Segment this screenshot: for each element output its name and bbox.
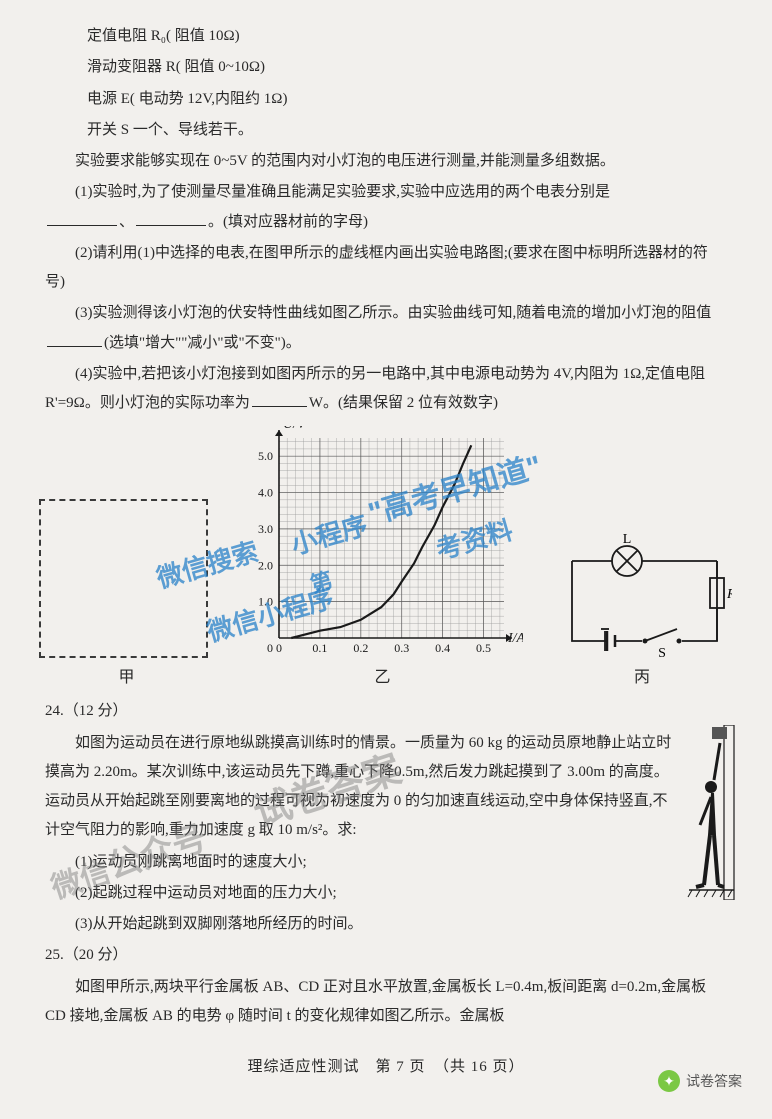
fig-bing-label: 丙 (634, 662, 650, 693)
q4: (4)实验中,若把该小灯泡接到如图丙所示的另一电路中,其中电源电动势为 4V,内… (45, 360, 727, 419)
blank-q3[interactable] (47, 331, 102, 347)
wechat-icon: ✦ (658, 1070, 680, 1092)
svg-text:4.0: 4.0 (258, 486, 273, 500)
q24-p1: 如图为运动员在进行原地纵跳摸高训练时的情景。一质量为 60 kg 的运动员原地静… (45, 729, 672, 846)
svg-text:1.0: 1.0 (258, 595, 273, 609)
svg-text:0.1: 0.1 (312, 641, 327, 655)
option-H: 开关 S 一个、导线若干。 (45, 116, 727, 145)
fig-jia-box[interactable] (39, 499, 208, 658)
blank-q1b[interactable] (136, 210, 206, 226)
page-footer: 理综适应性测试 第 7 页 （共 16 页） (45, 1053, 727, 1082)
svg-text:0: 0 (276, 641, 282, 655)
svg-text:3.0: 3.0 (258, 522, 273, 536)
svg-text:5.0: 5.0 (258, 449, 273, 463)
wechat-corner: ✦ 试卷答案 (658, 1070, 742, 1092)
q2: (2)请利用(1)中选择的电表,在图甲所示的虚线框内画出实验电路图;(要求在图中… (45, 239, 727, 298)
blank-q1a[interactable] (47, 210, 117, 226)
figure-row: 甲 U/V I/A 0 0.1 0.2 0.3 0.4 0.5 1.0 2.0 3.0 4.0 5.0 0… (45, 426, 727, 693)
intro-text: 实验要求能够实现在 0~5V 的范围内对小灯泡的电压进行测量,并能测量多组数据。 (45, 147, 727, 176)
option-G: 电源 E( 电动势 12V,内阻约 1Ω) (45, 85, 727, 114)
fig-yi-label: 乙 (374, 662, 390, 693)
svg-text:0.5: 0.5 (476, 641, 491, 655)
svg-text:0.2: 0.2 (353, 641, 368, 655)
svg-text:0: 0 (267, 641, 273, 655)
svg-text:I/A: I/A (507, 631, 523, 646)
svg-text:0.3: 0.3 (394, 641, 409, 655)
svg-text:L: L (623, 532, 632, 547)
q24-s3: (3)从开始起跳到双脚刚落地所经历的时间。 (45, 910, 727, 939)
q24-s2: (2)起跳过程中运动员对地面的压力大小; (45, 879, 727, 908)
q24-s1: (1)运动员刚跳离地面时的速度大小; (45, 848, 727, 877)
svg-text:U/V: U/V (283, 426, 307, 432)
fig-jia-label: 甲 (118, 662, 134, 693)
svg-text:2.0: 2.0 (258, 559, 273, 573)
blank-q4[interactable] (252, 391, 307, 407)
option-F: 滑动变阻器 R( 阻值 0~10Ω) (45, 53, 727, 82)
svg-text:0.4: 0.4 (435, 641, 450, 655)
q3: (3)实验测得该小灯泡的伏安特性曲线如图乙所示。由实验曲线可知,随着电流的增加小… (45, 299, 727, 358)
fig-bing-circuit: L R' S (557, 523, 732, 658)
fig-yi-chart: U/V I/A 0 0.1 0.2 0.3 0.4 0.5 1.0 2.0 3.0 4.0 5.0 0 (243, 426, 523, 658)
option-E: 定值电阻 R₀( 阻值 10Ω) (45, 22, 727, 51)
q24-figure (684, 725, 742, 900)
q24-head: 24.（12 分） (45, 697, 727, 726)
q1: (1)实验时,为了使测量尽量准确且能满足实验要求,实验中应选用的两个电表分别是 … (45, 178, 727, 237)
svg-text:S: S (658, 646, 666, 658)
q25-p1: 如图甲所示,两块平行金属板 AB、CD 正对且水平放置,金属板长 L=0.4m,… (45, 973, 727, 1032)
svg-text:R': R' (726, 587, 732, 602)
q25-head: 25.（20 分） (45, 941, 727, 970)
